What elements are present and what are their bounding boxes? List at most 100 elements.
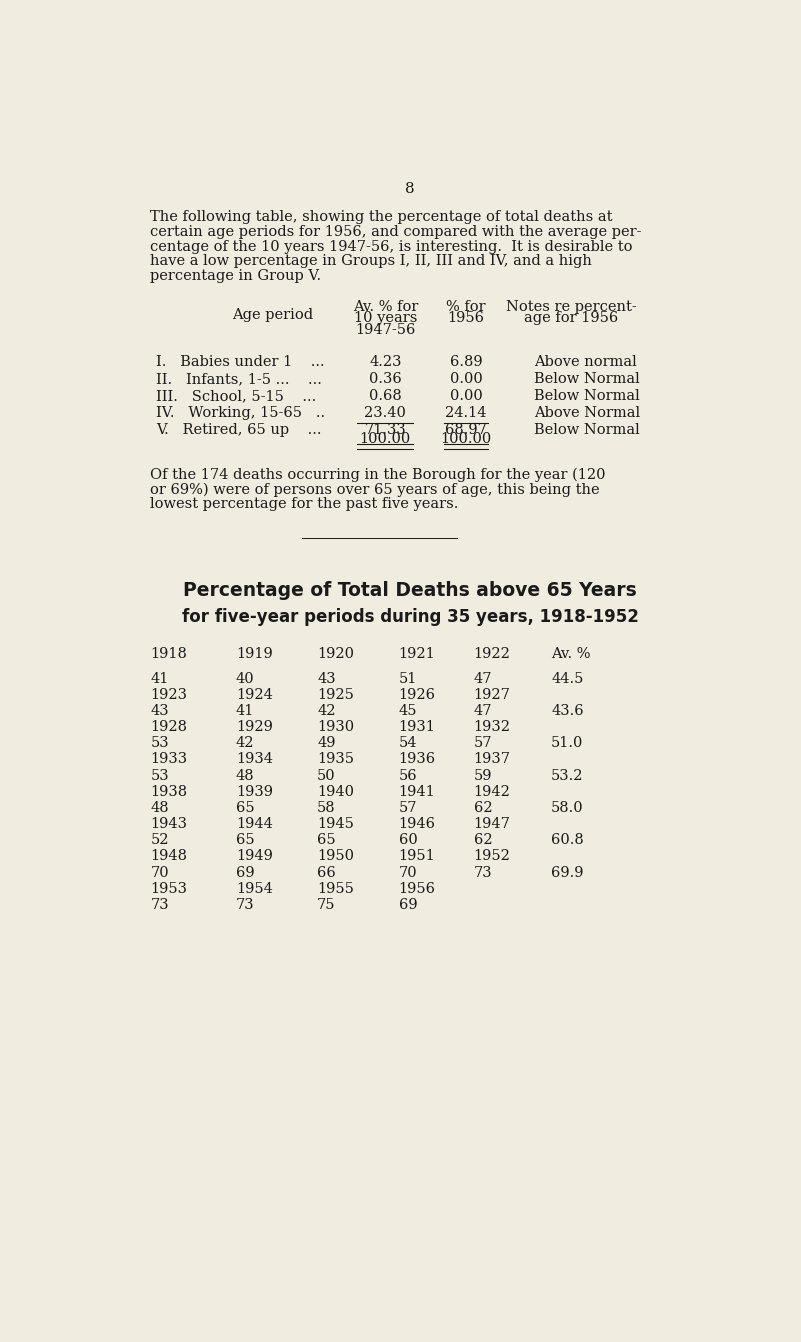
Text: 0.00: 0.00 <box>449 372 482 386</box>
Text: 70: 70 <box>151 866 169 879</box>
Text: 1918: 1918 <box>151 647 187 660</box>
Text: 0.68: 0.68 <box>369 389 401 403</box>
Text: 62: 62 <box>473 833 493 847</box>
Text: 1932: 1932 <box>473 721 511 734</box>
Text: 1945: 1945 <box>317 817 354 831</box>
Text: 53.2: 53.2 <box>551 769 584 782</box>
Text: 1925: 1925 <box>317 687 354 702</box>
Text: 1924: 1924 <box>235 687 272 702</box>
Text: have a low percentage in Groups I, II, III and IV, and a high: have a low percentage in Groups I, II, I… <box>151 254 593 268</box>
Text: 1940: 1940 <box>317 785 354 798</box>
Text: 8: 8 <box>405 181 415 196</box>
Text: Notes re percent-: Notes re percent- <box>506 299 637 314</box>
Text: 62: 62 <box>473 801 493 815</box>
Text: 1949: 1949 <box>235 849 272 863</box>
Text: 1955: 1955 <box>317 882 354 895</box>
Text: 40: 40 <box>235 671 255 686</box>
Text: 48: 48 <box>151 801 169 815</box>
Text: 100.00: 100.00 <box>360 432 411 446</box>
Text: Av. %: Av. % <box>551 647 590 660</box>
Text: 56: 56 <box>399 769 417 782</box>
Text: Below Normal: Below Normal <box>534 423 640 437</box>
Text: 1926: 1926 <box>399 687 436 702</box>
Text: 58.0: 58.0 <box>551 801 584 815</box>
Text: 73: 73 <box>235 898 255 913</box>
Text: 60.8: 60.8 <box>551 833 584 847</box>
Text: 43.6: 43.6 <box>551 705 584 718</box>
Text: 69: 69 <box>399 898 417 913</box>
Text: 47: 47 <box>473 671 492 686</box>
Text: Av. % for: Av. % for <box>352 299 418 314</box>
Text: 1952: 1952 <box>473 849 510 863</box>
Text: III.   School, 5-15    ...: III. School, 5-15 ... <box>156 389 316 403</box>
Text: 1953: 1953 <box>151 882 187 895</box>
Text: 1933: 1933 <box>151 753 187 766</box>
Text: percentage in Group V.: percentage in Group V. <box>151 268 322 283</box>
Text: 23.40: 23.40 <box>364 405 406 420</box>
Text: 45: 45 <box>399 705 417 718</box>
Text: Age period: Age period <box>231 309 313 322</box>
Text: 1947-56: 1947-56 <box>355 322 416 337</box>
Text: lowest percentage for the past five years.: lowest percentage for the past five year… <box>151 497 459 511</box>
Text: I.   Babies under 1    ...: I. Babies under 1 ... <box>156 356 324 369</box>
Text: 65: 65 <box>235 801 255 815</box>
Text: 1942: 1942 <box>473 785 510 798</box>
Text: V.   Retired, 65 up    ...: V. Retired, 65 up ... <box>156 423 321 437</box>
Text: 65: 65 <box>235 833 255 847</box>
Text: for five-year periods during 35 years, 1918-1952: for five-year periods during 35 years, 1… <box>182 608 638 627</box>
Text: 1920: 1920 <box>317 647 354 660</box>
Text: The following table, showing the percentage of total deaths at: The following table, showing the percent… <box>151 211 613 224</box>
Text: Percentage of Total Deaths above 65 Years: Percentage of Total Deaths above 65 Year… <box>183 581 637 600</box>
Text: 6.89: 6.89 <box>449 356 482 369</box>
Text: 65: 65 <box>317 833 336 847</box>
Text: 1927: 1927 <box>473 687 510 702</box>
Text: 57: 57 <box>473 737 492 750</box>
Text: 49: 49 <box>317 737 336 750</box>
Text: 58: 58 <box>317 801 336 815</box>
Text: 69.9: 69.9 <box>551 866 584 879</box>
Text: 1956: 1956 <box>399 882 436 895</box>
Text: 1954: 1954 <box>235 882 272 895</box>
Text: 1922: 1922 <box>473 647 510 660</box>
Text: 1921: 1921 <box>399 647 435 660</box>
Text: certain age periods for 1956, and compared with the average per-: certain age periods for 1956, and compar… <box>151 225 642 239</box>
Text: 1930: 1930 <box>317 721 354 734</box>
Text: 1923: 1923 <box>151 687 187 702</box>
Text: 73: 73 <box>473 866 493 879</box>
Text: 41: 41 <box>151 671 169 686</box>
Text: 1935: 1935 <box>317 753 354 766</box>
Text: 1928: 1928 <box>151 721 187 734</box>
Text: 42: 42 <box>235 737 254 750</box>
Text: 0.00: 0.00 <box>449 389 482 403</box>
Text: 75: 75 <box>317 898 336 913</box>
Text: 1938: 1938 <box>151 785 187 798</box>
Text: 57: 57 <box>399 801 417 815</box>
Text: 24.14: 24.14 <box>445 405 487 420</box>
Text: 71.33: 71.33 <box>364 423 406 437</box>
Text: 51: 51 <box>399 671 417 686</box>
Text: 1956: 1956 <box>448 311 485 325</box>
Text: 1931: 1931 <box>399 721 436 734</box>
Text: 41: 41 <box>235 705 254 718</box>
Text: 1946: 1946 <box>399 817 436 831</box>
Text: 1939: 1939 <box>235 785 273 798</box>
Text: 1948: 1948 <box>151 849 187 863</box>
Text: Below Normal: Below Normal <box>534 389 640 403</box>
Text: 69: 69 <box>235 866 255 879</box>
Text: 48: 48 <box>235 769 255 782</box>
Text: Of the 174 deaths occurring in the Borough for the year (120: Of the 174 deaths occurring in the Borou… <box>151 467 606 482</box>
Text: 52: 52 <box>151 833 169 847</box>
Text: 70: 70 <box>399 866 417 879</box>
Text: Above normal: Above normal <box>534 356 637 369</box>
Text: 66: 66 <box>317 866 336 879</box>
Text: 1937: 1937 <box>473 753 511 766</box>
Text: IV.   Working, 15-65   ..: IV. Working, 15-65 .. <box>156 405 325 420</box>
Text: 54: 54 <box>399 737 417 750</box>
Text: 1944: 1944 <box>235 817 272 831</box>
Text: 1951: 1951 <box>399 849 435 863</box>
Text: centage of the 10 years 1947-56, is interesting.  It is desirable to: centage of the 10 years 1947-56, is inte… <box>151 240 633 254</box>
Text: 68.97: 68.97 <box>445 423 487 437</box>
Text: Below Normal: Below Normal <box>534 372 640 386</box>
Text: 44.5: 44.5 <box>551 671 584 686</box>
Text: Above Normal: Above Normal <box>534 405 640 420</box>
